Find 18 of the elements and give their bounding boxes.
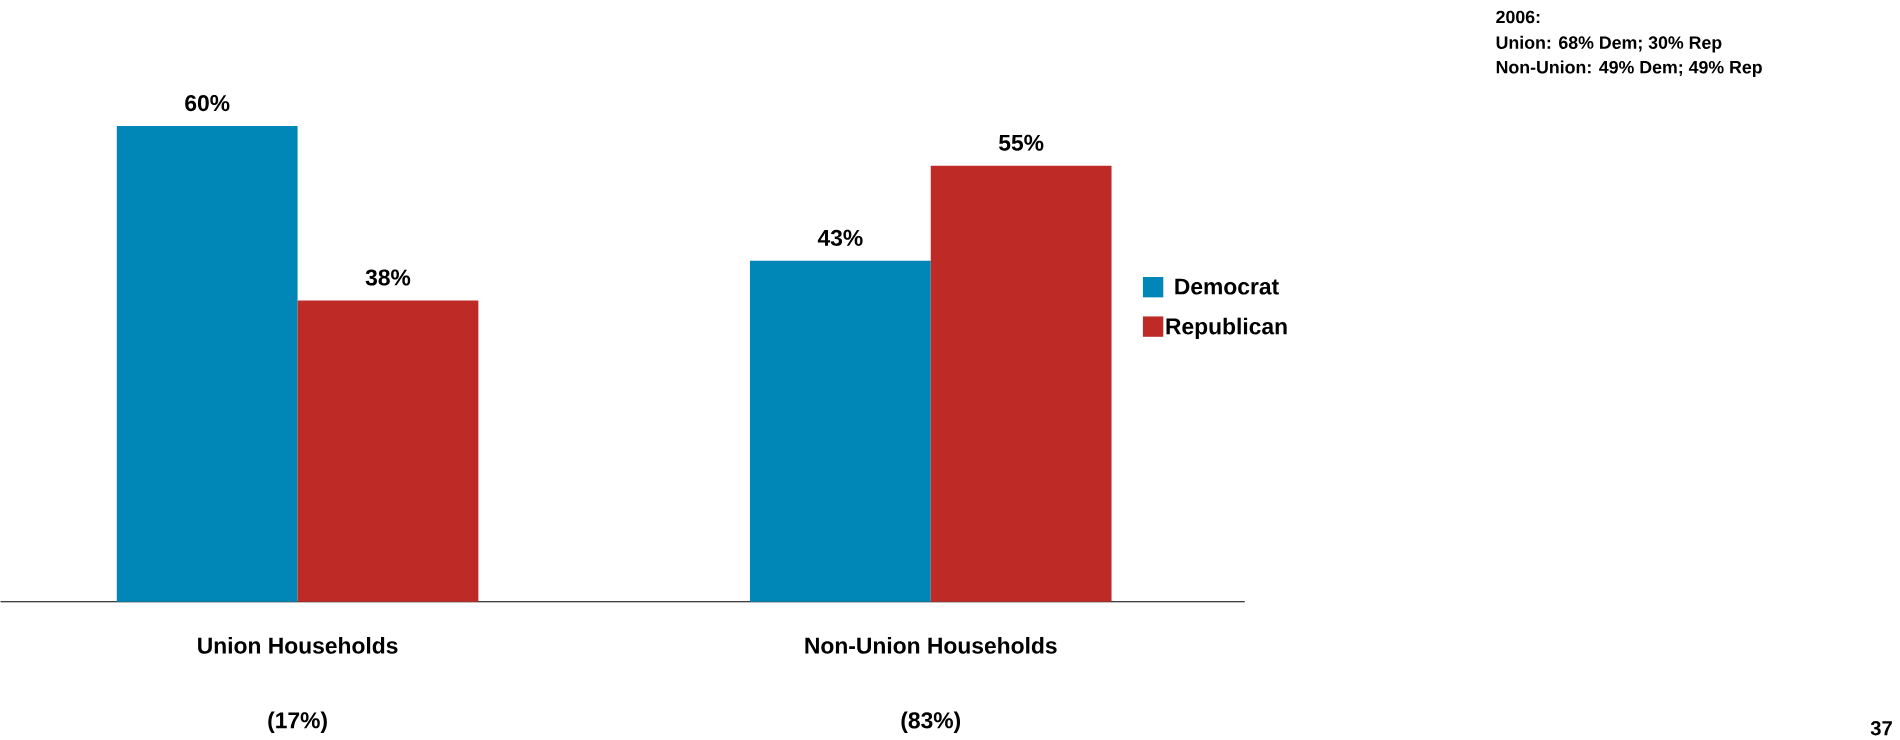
text: (83%) [901,711,961,733]
text: 2006: [1496,10,1540,24]
text: Union: 68% Dem; 30% Rep [1496,35,1722,53]
data-label: 38% [365,269,411,286]
x-tick-label: Non-Union Households [805,636,1057,654]
data-label: 43% [817,229,863,246]
x-tick-label: Union Households [198,636,398,654]
legend-label: Republican [1166,317,1287,339]
text: Non-Union: 49% Dem; 49% Rep [1496,60,1762,77]
data-label: 55% [998,134,1044,151]
legend-label: Democrat [1175,278,1279,295]
bar [116,126,298,602]
bar [930,165,1112,602]
text: (17%) [268,711,327,733]
text: 37 [1870,720,1892,736]
data-label: 60% [185,94,230,112]
bar [297,300,479,602]
bar [749,260,931,602]
